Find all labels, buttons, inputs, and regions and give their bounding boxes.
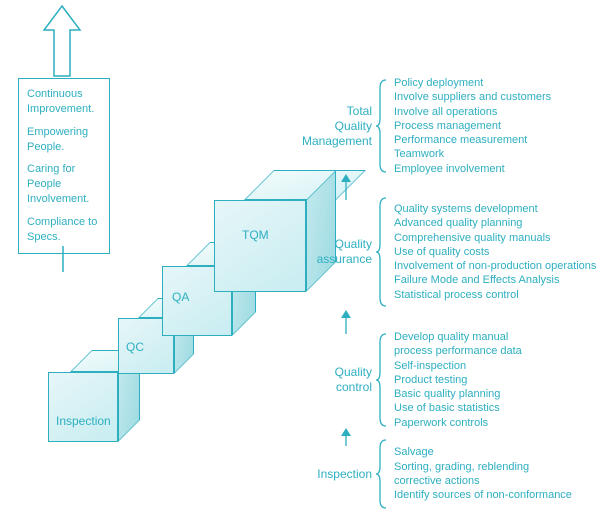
section-item: Failure Mode and Effects Analysis	[394, 273, 596, 287]
panel-line: Continuous Improvement.	[27, 87, 101, 117]
panel-connector	[59, 246, 67, 272]
section-item: Sorting, grading, reblending	[394, 460, 572, 474]
up-arrow-icon	[340, 310, 352, 336]
brace-icon	[376, 438, 390, 510]
cube-label-inspection: Inspection	[56, 414, 111, 428]
section-item: Employee involvement	[394, 162, 551, 176]
section-item: Develop quality manual	[394, 330, 522, 344]
brace-icon	[376, 196, 390, 308]
section-tqm: TotalQualityManagementPolicy deploymentI…	[298, 76, 551, 176]
top-arrow-icon	[40, 4, 84, 78]
section-item: Use of basic statistics	[394, 401, 522, 415]
section-item: process performance data	[394, 344, 522, 358]
section-title-qc: Qualitycontrol	[298, 365, 376, 395]
section-items-qa: Quality systems developmentAdvanced qual…	[390, 202, 596, 302]
section-items-inspection: SalvageSorting, grading, reblendingcorre…	[390, 445, 572, 502]
section-item: Self-inspection	[394, 359, 522, 373]
section-item: Involve suppliers and customers	[394, 90, 551, 104]
section-item: Involvement of non-production operations	[394, 259, 596, 273]
cube-label-qc: QC	[126, 340, 144, 354]
section-item: Comprehensive quality manuals	[394, 231, 596, 245]
section-title-tqm: TotalQualityManagement	[298, 104, 376, 149]
section-item: Involve all operations	[394, 105, 551, 119]
cube-label-qa: QA	[172, 290, 189, 304]
section-item: Use of quality costs	[394, 245, 596, 259]
section-item: Process management	[394, 119, 551, 133]
panel-line: Empowering People.	[27, 125, 101, 155]
brace-icon	[376, 332, 390, 428]
section-items-tqm: Policy deploymentInvolve suppliers and c…	[390, 76, 551, 176]
up-arrow-icon	[340, 174, 352, 202]
cube-label-tqm: TQM	[242, 228, 269, 242]
panel-line: Compliance to Specs.	[27, 215, 101, 245]
up-arrow-icon	[340, 428, 352, 448]
evolution-panel: Continuous Improvement. Empowering Peopl…	[18, 78, 110, 254]
brace-icon	[376, 78, 390, 174]
section-item: Teamwork	[394, 147, 551, 161]
section-item: Statistical process control	[394, 288, 596, 302]
section-item: Salvage	[394, 445, 572, 459]
section-item: Identify sources of non-conformance	[394, 488, 572, 502]
section-qc: Qualitycontrol Develop quality manualproc…	[298, 330, 522, 430]
section-inspection: Inspection SalvageSorting, grading, reble…	[298, 438, 572, 510]
section-item: Basic quality planning	[394, 387, 522, 401]
panel-line: Caring for People Involvement.	[27, 162, 101, 207]
section-items-qc: Develop quality manualprocess performanc…	[390, 330, 522, 430]
section-item: Paperwork controls	[394, 416, 522, 430]
section-item: Quality systems development	[394, 202, 596, 216]
section-title-inspection: Inspection	[298, 467, 376, 482]
section-item: corrective actions	[394, 474, 572, 488]
section-qa: Qualityassurance Quality systems developm…	[298, 196, 596, 308]
section-item: Advanced quality planning	[394, 216, 596, 230]
section-item: Policy deployment	[394, 76, 551, 90]
section-item: Performance measurement	[394, 133, 551, 147]
section-title-qa: Qualityassurance	[298, 237, 376, 267]
section-item: Product testing	[394, 373, 522, 387]
